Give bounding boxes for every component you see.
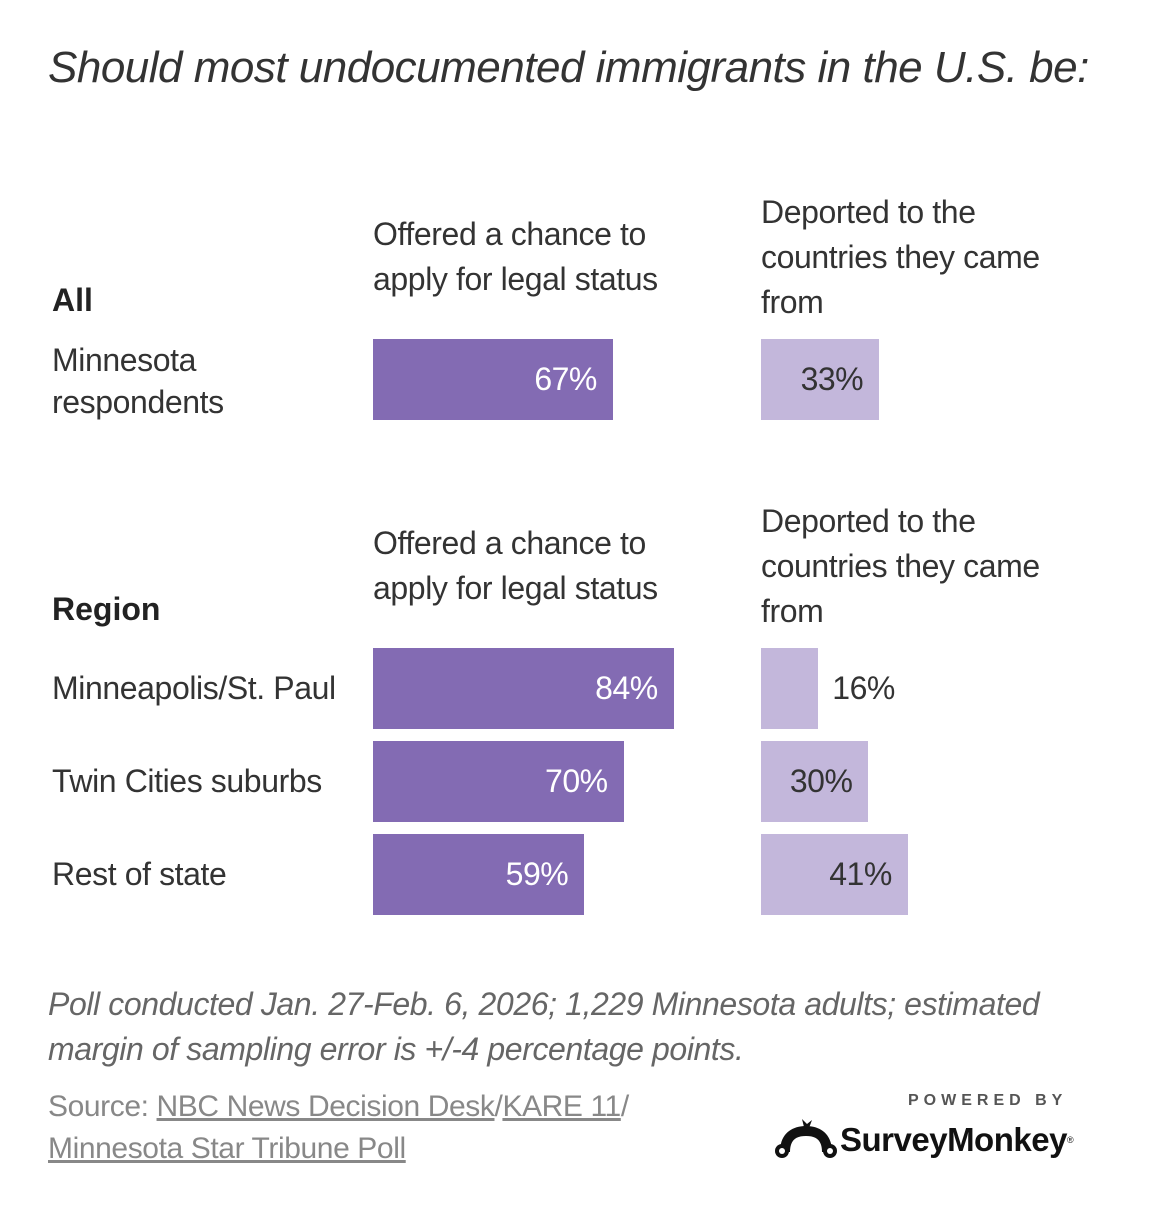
surveymonkey-wordmark: SurveyMonkey: [840, 1121, 1067, 1158]
value-label-deport: 33%: [800, 361, 864, 397]
bar-legal: [373, 741, 624, 822]
registered-mark: ®: [1066, 1135, 1074, 1145]
poll-note: Poll conducted Jan. 27-Feb. 6, 2026; 1,2…: [48, 986, 1040, 1067]
source-separator: /: [620, 1090, 629, 1123]
column-header-deport: Deported to the countries they came from: [761, 194, 1040, 320]
column-header-legal: Offered a chance to apply for legal statu…: [373, 216, 658, 297]
bar-deport: [761, 648, 819, 729]
value-label-deport: 41%: [829, 856, 892, 892]
column-header-deport: Deported to the countries they came from: [761, 503, 1040, 629]
row-label: Twin Cities suburbs: [52, 763, 322, 799]
source-separator: /: [494, 1090, 503, 1123]
powered-by-label: POWERED BY: [908, 1092, 1068, 1109]
source-link-kare[interactable]: KARE 11: [502, 1090, 621, 1123]
bar-legal: [373, 339, 613, 420]
group-label: Region: [52, 591, 161, 627]
value-label-legal: 59%: [505, 856, 569, 892]
chart-title: Should most undocumented immigrants in t…: [48, 43, 1089, 92]
surveymonkey-monkey-icon: [775, 1119, 837, 1158]
group-label: All: [52, 282, 93, 318]
bar-legal: [373, 648, 674, 729]
row-label: Rest of state: [52, 856, 227, 892]
value-label-legal: 84%: [595, 670, 658, 706]
bar-legal: [373, 834, 585, 915]
bar-deport: [761, 834, 908, 915]
value-label-legal: 70%: [545, 763, 608, 799]
column-header-legal: Offered a chance to apply for legal statu…: [373, 525, 658, 606]
source-link-nbc[interactable]: NBC News Decision Desk: [156, 1090, 495, 1123]
value-label-deport: 16%: [832, 670, 895, 706]
source-prefix: Source:: [48, 1090, 157, 1123]
bar-deport: [761, 741, 869, 822]
value-label-deport: 30%: [789, 763, 853, 799]
surveymonkey-logo[interactable]: SurveyMonkey ®: [772, 1118, 1074, 1162]
value-label-legal: 67%: [534, 361, 597, 397]
bar-deport: [761, 339, 880, 420]
source-link-startribune[interactable]: Minnesota Star Tribune Poll: [48, 1132, 406, 1165]
row-label: Minnesota respondents: [52, 342, 224, 420]
source-line: Source: NBC News Decision Desk/KARE 11/M…: [48, 1086, 629, 1170]
row-label: Minneapolis/St. Paul: [52, 670, 336, 706]
